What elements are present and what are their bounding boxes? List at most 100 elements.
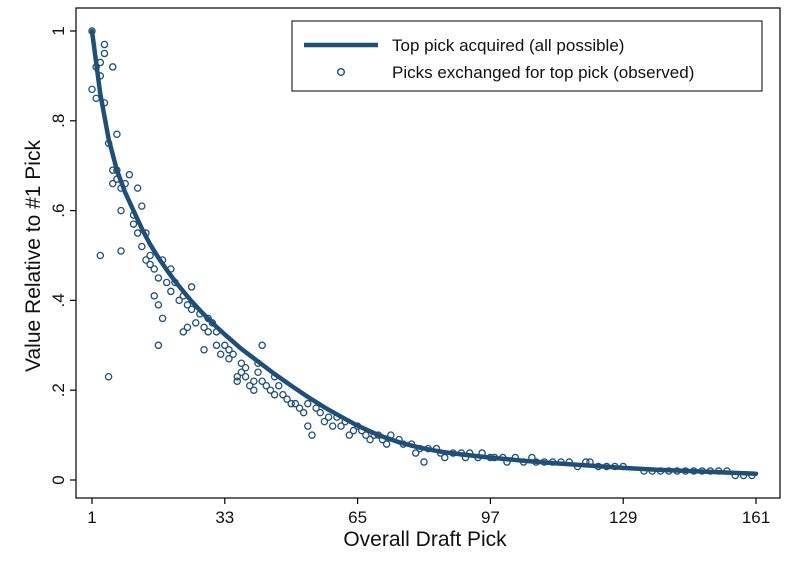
- scatter-point: [229, 350, 237, 359]
- scatter-point: [349, 426, 358, 435]
- scatter-point: [138, 202, 146, 210]
- legend-marker-swatch: [337, 67, 346, 76]
- scatter-point: [328, 422, 337, 430]
- scatter-point: [109, 179, 117, 188]
- scatter-point: [221, 341, 229, 350]
- y-axis: 0 .2 .4 .6 .8 1: [49, 26, 76, 485]
- scatter-point: [142, 256, 150, 264]
- scatter-point: [109, 63, 117, 71]
- scatter-point: [225, 346, 233, 354]
- scatter-point: [237, 368, 246, 376]
- legend-box: [291, 20, 763, 92]
- scatter-point: [299, 408, 308, 417]
- y-axis-title: Value Relative to #1 Pick: [22, 140, 45, 372]
- scatter-point: [258, 377, 266, 385]
- scatter-point: [216, 350, 225, 359]
- scatter-point: [187, 305, 196, 314]
- scatter-point: [308, 431, 316, 439]
- scatter-point: [274, 381, 283, 390]
- scatter-point: [241, 372, 250, 381]
- scatter-point: [279, 390, 287, 399]
- scatter-point: [117, 206, 125, 215]
- scatter-point: [88, 85, 96, 94]
- x-tick-label: 161: [742, 508, 770, 527]
- scatter-point: [304, 399, 312, 408]
- scatter-point: [362, 431, 370, 439]
- x-tick-label: 1: [87, 508, 96, 527]
- scatter-point: [254, 368, 262, 376]
- legend: Top pick acquired (all possible) Picks e…: [291, 20, 763, 92]
- x-tick-label: 97: [481, 508, 500, 527]
- scatter-point: [291, 399, 300, 408]
- scatter-point: [411, 449, 420, 457]
- x-tick-label: 65: [348, 508, 367, 527]
- x-tick-label: 129: [609, 508, 637, 527]
- scatter-point: [287, 399, 295, 408]
- scatter-point: [200, 346, 208, 354]
- scatter-point: [113, 130, 121, 139]
- scatter-point: [324, 413, 333, 421]
- scatter-point: [212, 341, 221, 350]
- scatter-point: [204, 328, 212, 336]
- scatter-point: [345, 431, 354, 439]
- scatter-point: [337, 422, 345, 430]
- y-tick-label: .2: [49, 383, 68, 397]
- y-tick-label: 0: [49, 475, 68, 484]
- line-layer: [89, 28, 759, 476]
- scatter-point: [262, 381, 271, 390]
- scatter-point: [270, 390, 279, 399]
- scatter-point: [100, 49, 109, 58]
- scatter-point: [183, 323, 192, 332]
- legend-label-scatter: Picks exchanged for top pick (observed): [392, 63, 694, 82]
- legend-label-line: Top pick acquired (all possible): [392, 36, 624, 55]
- scatter-point: [100, 40, 109, 49]
- scatter-point: [187, 283, 196, 291]
- scatter-point: [382, 440, 391, 448]
- scatter-point: [133, 229, 142, 237]
- scatter-point: [258, 341, 266, 350]
- scatter-point: [241, 363, 250, 372]
- scatter-point: [129, 220, 138, 228]
- scatter-point: [154, 341, 163, 350]
- scatter-point: [104, 372, 113, 381]
- scatter-point: [96, 251, 105, 260]
- scatter-point: [154, 301, 163, 309]
- scatter-point: [125, 170, 134, 179]
- scatter-point: [245, 381, 254, 390]
- scatter-point: [200, 323, 208, 332]
- scatter-point: [146, 260, 154, 269]
- y-tick-label: .4: [49, 293, 68, 307]
- x-axis: 1 33 65 97 129 161: [87, 498, 770, 527]
- scatter-point: [154, 274, 163, 282]
- scatter-point: [304, 422, 312, 430]
- scatter-layer: [88, 27, 756, 480]
- scatter-point: [133, 184, 142, 192]
- scatter-point: [366, 435, 374, 444]
- scatter-point: [150, 292, 158, 300]
- scatter-point: [117, 247, 125, 255]
- scatter-point: [138, 242, 146, 251]
- scatter-point: [312, 404, 320, 412]
- scatter-point: [167, 287, 175, 296]
- scatter-point: [283, 395, 291, 403]
- scatter-point: [150, 265, 158, 273]
- scatter-point: [146, 251, 154, 260]
- scatter-point: [295, 404, 304, 412]
- x-axis-title: Overall Draft Pick: [343, 528, 507, 551]
- scatter-point: [420, 458, 428, 466]
- scatter-point: [162, 278, 171, 287]
- scatter-point: [237, 359, 246, 368]
- scatter-point: [316, 408, 324, 417]
- scatter-point: [183, 301, 192, 309]
- scatter-point: [158, 314, 167, 323]
- scatter-point: [250, 377, 258, 385]
- x-tick-label: 33: [215, 508, 234, 527]
- scatter-point: [179, 328, 188, 336]
- y-tick-label: .6: [49, 204, 68, 218]
- scatter-point: [233, 372, 241, 381]
- scatter-point: [233, 377, 241, 385]
- scatter-point: [225, 355, 233, 363]
- y-tick-label: 1: [49, 26, 68, 35]
